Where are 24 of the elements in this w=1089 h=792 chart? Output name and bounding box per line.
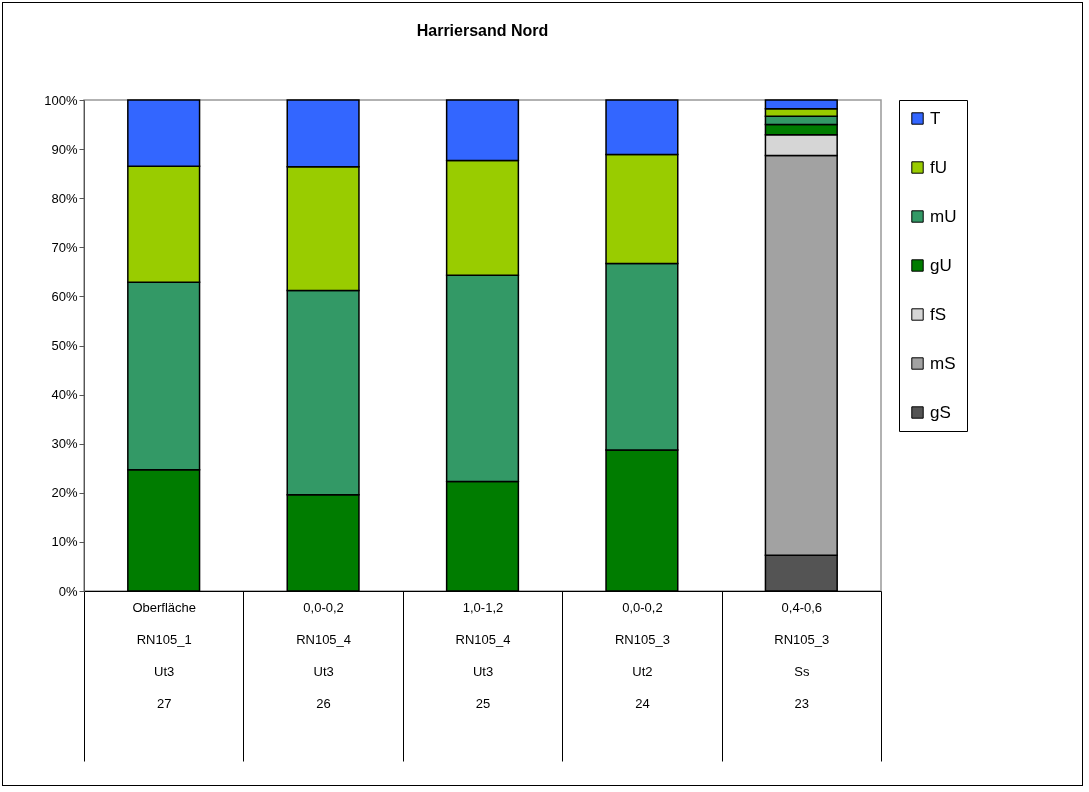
y-tick-label: 0% xyxy=(58,583,78,599)
y-tick-label: 40% xyxy=(51,387,78,403)
legend-label: fU xyxy=(930,157,947,177)
y-tick-label: 60% xyxy=(51,288,78,304)
legend-label: gS xyxy=(930,402,951,422)
legend-label: T xyxy=(930,108,941,128)
legend-label: mS xyxy=(930,353,956,373)
y-tick-label: 20% xyxy=(51,485,78,501)
y-tick-label: 10% xyxy=(51,534,78,550)
y-tick-label: 50% xyxy=(51,338,78,353)
category-label: Oberfläche RN105_1 Ut3 27 xyxy=(132,599,196,711)
chart-title: Harriersand Nord xyxy=(416,22,549,39)
category-label: 1,0-1,2 RN105_4 Ut3 25 xyxy=(455,599,511,711)
y-tick-label: 100% xyxy=(44,92,78,108)
y-tick-label: 70% xyxy=(51,239,78,255)
y-tick-label: 30% xyxy=(51,436,78,452)
category-label: 0,0-0,2 RN105_4 Ut3 26 xyxy=(296,599,352,711)
legend-label: gU xyxy=(930,255,952,275)
category-label: 0,4-0,6 RN105_3 Ss 23 xyxy=(774,599,830,711)
legend-label: mU xyxy=(930,206,957,226)
y-tick-label: 90% xyxy=(51,141,78,157)
category-label: 0,0-0,2 RN105_3 Ut2 24 xyxy=(614,599,670,711)
legend-label: fS xyxy=(930,304,947,324)
y-tick-label: 80% xyxy=(51,190,78,206)
